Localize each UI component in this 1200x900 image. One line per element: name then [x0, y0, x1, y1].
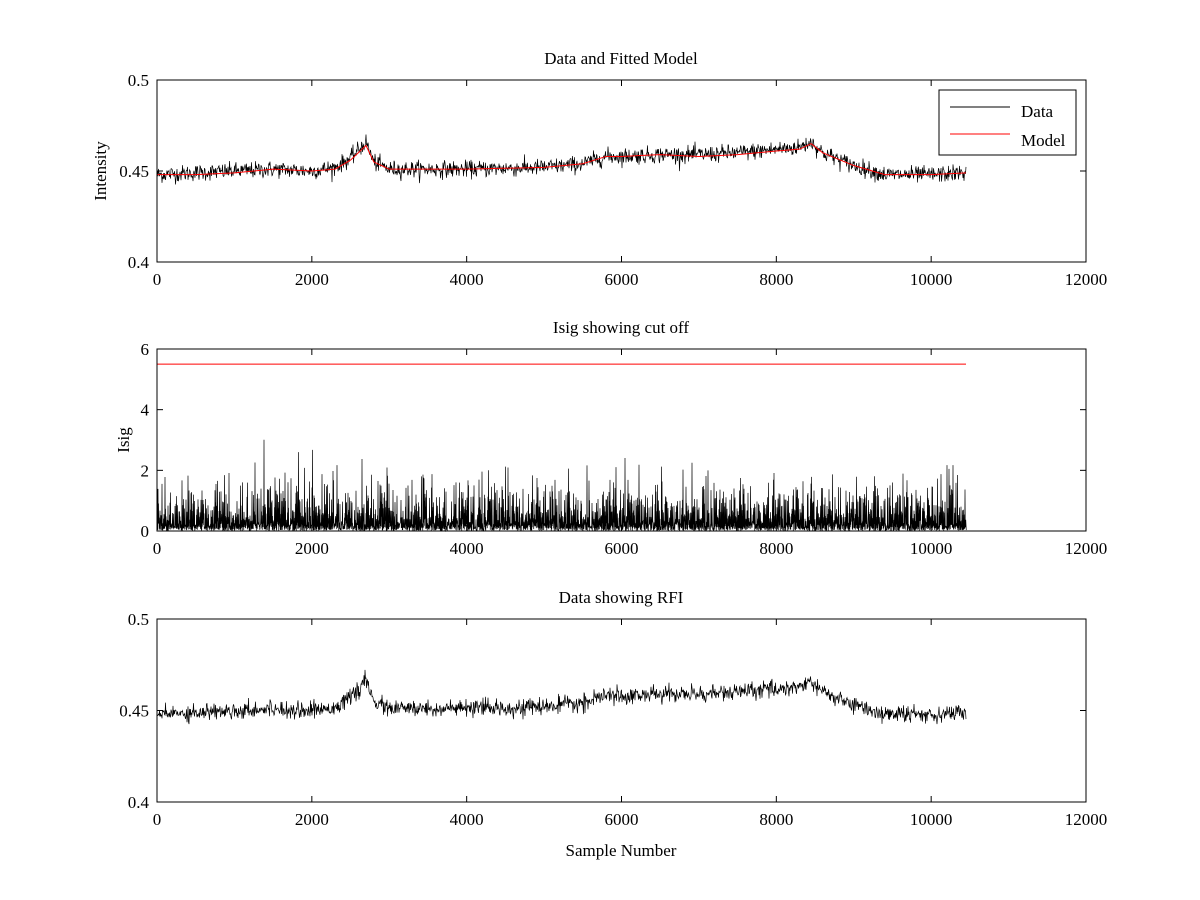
data-series-line: [156, 669, 967, 725]
y-tick-label: 0.4: [128, 793, 150, 812]
panel-title: Data and Fitted Model: [544, 49, 698, 68]
ticks: 0 2000 4000 6000 8000 10000 12000 0 2 4 6: [141, 340, 1108, 558]
panel-isig-cut-off: Isig showing cut off Isig 0 2000 4000 6000 8…: [114, 318, 1107, 558]
y-tick-label: 0.5: [128, 71, 149, 90]
y-tick-label: 0.45: [119, 162, 149, 181]
y-tick-label: 0: [141, 522, 150, 541]
ticks: 0 2000 4000 6000 8000 10000 12000 0.4 0.45 0.5: [119, 610, 1107, 829]
x-tick-label: 12000: [1065, 270, 1108, 289]
x-tick-label: 2000: [295, 270, 329, 289]
y-tick-label: 2: [141, 461, 150, 480]
plot-area: [156, 134, 967, 185]
y-axis-label: Isig: [114, 427, 133, 453]
panel-data-showing-rfi: Data showing RFI Sample Number 0 2000 4000…: [119, 588, 1107, 860]
x-tick-label: 2000: [295, 539, 329, 558]
x-tick-label: 12000: [1065, 539, 1108, 558]
y-tick-label: 0.5: [128, 610, 149, 629]
legend-box: [938, 89, 1077, 156]
x-tick-label: 6000: [605, 270, 639, 289]
x-tick-label: 0: [153, 270, 162, 289]
legend-label-data: Data: [1021, 102, 1054, 121]
y-tick-label: 4: [141, 401, 150, 420]
x-tick-label: 10000: [910, 270, 953, 289]
x-tick-label: 8000: [759, 810, 793, 829]
legend: Data Model: [938, 89, 1077, 156]
y-axis-label: Intensity: [91, 141, 110, 201]
x-tick-label: 0: [153, 539, 162, 558]
data-series-line: [156, 439, 967, 533]
panel-title: Data showing RFI: [559, 588, 684, 607]
x-tick-label: 6000: [605, 539, 639, 558]
x-tick-label: 10000: [910, 810, 953, 829]
y-tick-label: 0.45: [119, 702, 149, 721]
x-tick-label: 4000: [450, 539, 484, 558]
panel-title: Isig showing cut off: [553, 318, 689, 337]
x-tick-label: 8000: [759, 539, 793, 558]
x-tick-label: 6000: [605, 810, 639, 829]
x-tick-label: 12000: [1065, 810, 1108, 829]
legend-label-model: Model: [1021, 131, 1066, 150]
ticks: 0 2000 4000 6000 8000 10000 12000 0.4 0.45 0.5: [119, 71, 1107, 289]
x-tick-label: 8000: [759, 270, 793, 289]
plot-area: [156, 669, 967, 725]
model-series-line: [157, 143, 967, 176]
plot-area: [156, 363, 967, 533]
x-tick-label: 10000: [910, 539, 953, 558]
panel-data-and-fitted-model: Data and Fitted Model Intensity 0 2000 400…: [91, 49, 1107, 289]
y-tick-label: 0.4: [128, 253, 150, 272]
x-tick-label: 4000: [450, 810, 484, 829]
x-tick-label: 2000: [295, 810, 329, 829]
x-tick-label: 4000: [450, 270, 484, 289]
x-axis-label: Sample Number: [566, 841, 677, 860]
y-tick-label: 6: [141, 340, 150, 359]
x-tick-label: 0: [153, 810, 162, 829]
